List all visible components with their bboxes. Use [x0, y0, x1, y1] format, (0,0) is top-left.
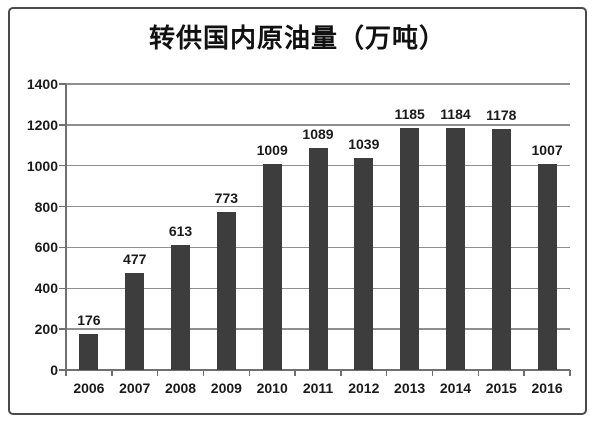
x-axis-label: 2014: [439, 380, 472, 396]
y-axis-tick: [59, 328, 66, 330]
chart-title: 转供国内原油量（万吨）: [148, 23, 446, 53]
x-axis-tick: [340, 370, 342, 376]
y-axis-tick: [59, 205, 66, 208]
bar: [79, 334, 99, 370]
bar: [354, 157, 374, 370]
bar-value-label: 1009: [256, 141, 288, 158]
x-axis-tick: [569, 370, 571, 376]
x-axis-tick: [156, 370, 159, 376]
x-axis-tick: [248, 370, 251, 376]
y-axis-label: 400: [34, 280, 58, 297]
bar-value-label: 1039: [348, 135, 380, 152]
bar-value-label: 1178: [486, 107, 517, 124]
y-axis: [65, 84, 67, 370]
bar: [400, 127, 420, 370]
bar: [125, 272, 145, 370]
y-axis-label: 800: [34, 198, 58, 215]
bar: [491, 129, 511, 370]
gridline: [66, 124, 570, 126]
bar-value-label: 1185: [394, 105, 425, 122]
y-axis-tick: [59, 83, 66, 85]
bar-value-label: 613: [168, 222, 193, 239]
bar: [537, 164, 557, 370]
y-axis-label: 600: [34, 239, 58, 256]
x-axis: [66, 369, 570, 371]
x-axis-tick: [65, 370, 67, 376]
y-axis-tick: [59, 287, 66, 290]
x-axis-label: 2015: [485, 380, 517, 396]
y-axis-label: 1400: [26, 76, 58, 92]
bar-value-label: 1089: [302, 125, 334, 142]
x-axis-label: 2012: [348, 380, 380, 396]
x-axis-label: 2016: [531, 380, 563, 396]
bar-value-label: 1184: [440, 106, 471, 123]
bar: [262, 163, 282, 370]
x-axis-label: 2009: [210, 380, 242, 396]
bar-value-label: 176: [77, 312, 101, 329]
x-axis-label: 2007: [119, 380, 151, 396]
x-axis-label: 2006: [73, 380, 105, 396]
gridline: [66, 83, 570, 85]
y-axis-label: 1000: [26, 157, 58, 174]
x-axis-label: 2008: [164, 380, 197, 396]
bar-value-label: 1007: [531, 142, 563, 159]
bar: [445, 128, 465, 370]
y-axis-tick: [59, 369, 66, 371]
y-axis-tick: [59, 164, 66, 167]
x-axis-tick: [202, 370, 205, 376]
x-axis-label: 2010: [256, 380, 288, 396]
x-axis-tick: [294, 370, 296, 376]
y-axis-label: 200: [34, 321, 58, 338]
bar-value-label: 773: [214, 190, 239, 207]
x-axis-tick: [385, 370, 388, 376]
x-axis-tick: [477, 370, 480, 376]
bar-value-label: 477: [123, 250, 147, 267]
bar: [171, 244, 191, 370]
y-axis-tick: [59, 124, 66, 126]
y-axis-tick: [59, 246, 66, 249]
bar: [308, 147, 328, 370]
x-axis-label: 2011: [302, 380, 334, 396]
y-axis-label: 1200: [26, 116, 58, 133]
chart-frame: [8, 7, 587, 415]
y-axis-label: 0: [50, 362, 58, 378]
x-axis-tick: [431, 370, 434, 376]
x-axis-tick: [111, 370, 113, 376]
x-axis-label: 2013: [394, 380, 426, 396]
bar: [216, 212, 236, 370]
x-axis-tick: [523, 370, 525, 376]
